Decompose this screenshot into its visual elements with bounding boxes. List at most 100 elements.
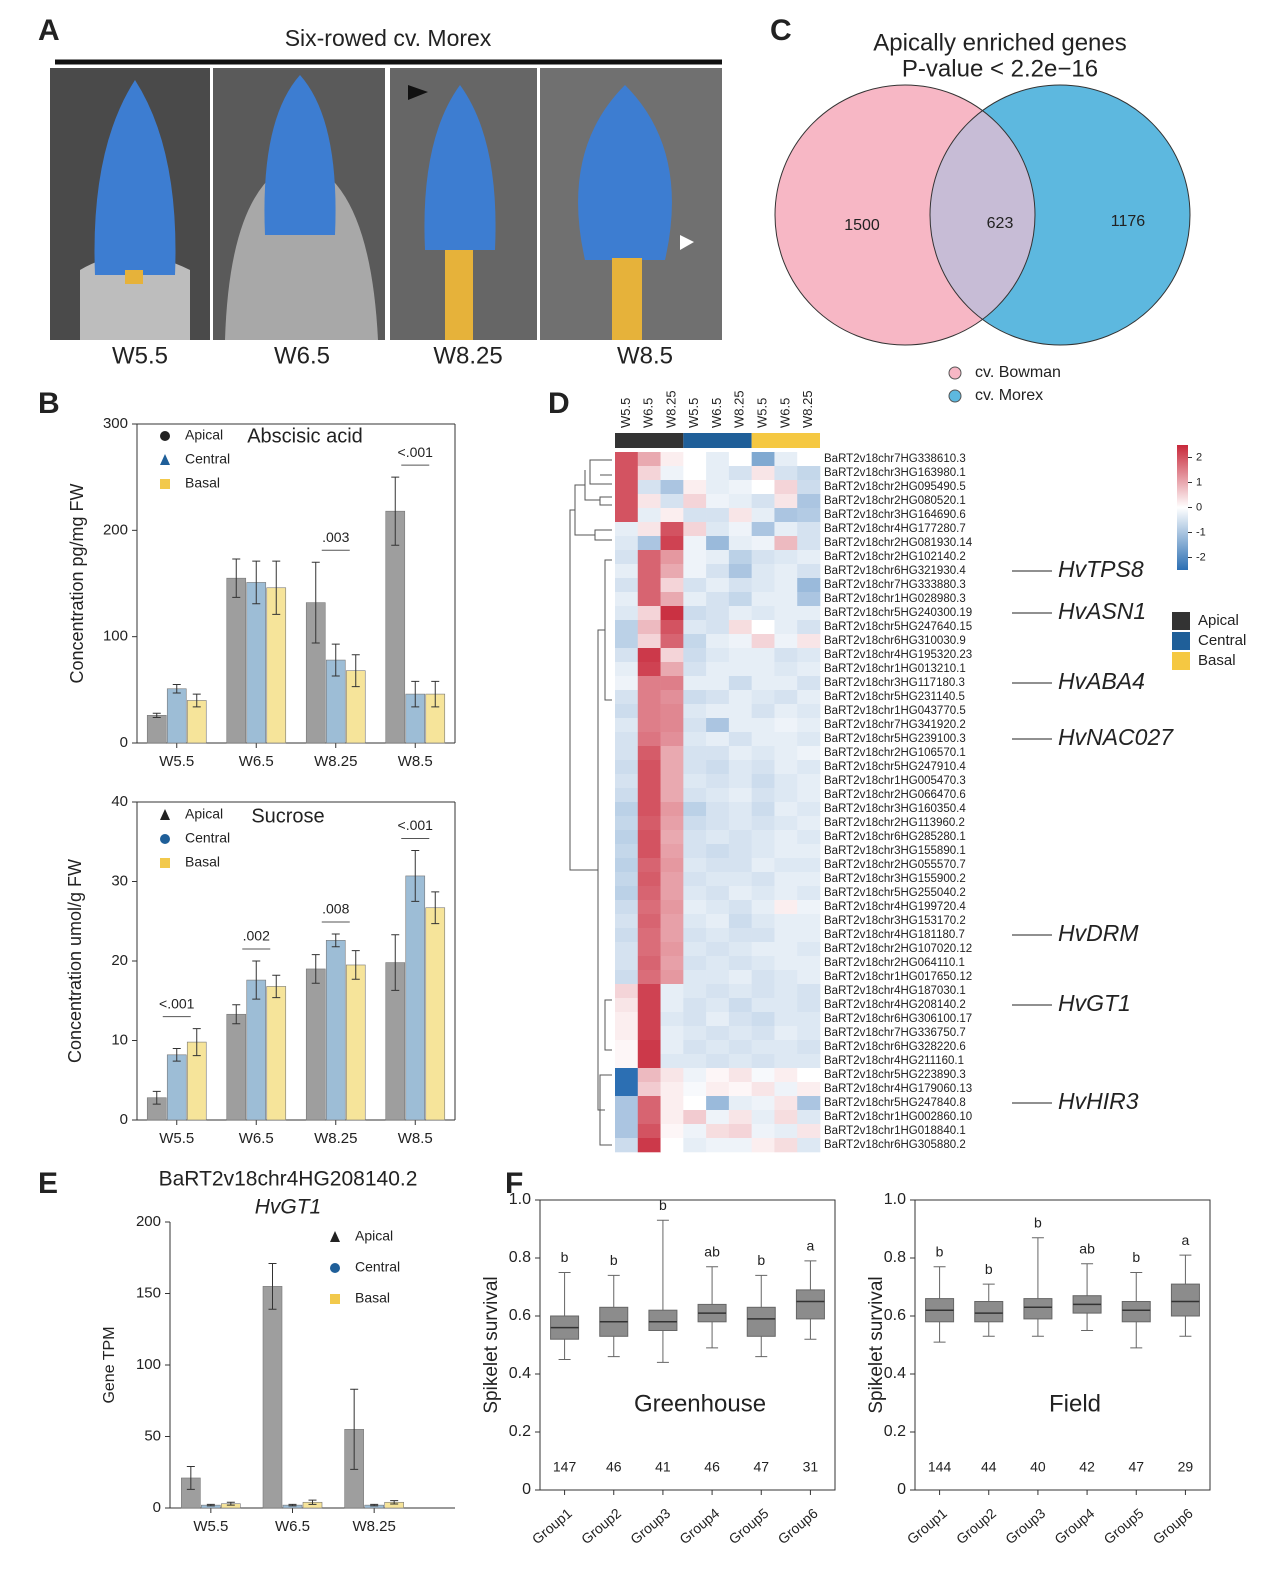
heatmap-cell [683,788,707,803]
heatmap-cell [728,900,752,915]
legend-marker [948,366,962,380]
error-bar [311,954,320,984]
heatmap-cell [615,732,639,747]
heatmap-cell [751,1124,775,1139]
heatmap-cell [637,1026,661,1041]
heatmap-cell [706,998,730,1013]
y-tick-label: 0.6 [884,1307,906,1324]
heatmap-cell [728,970,752,985]
heatmap-cell [751,1068,775,1083]
heatmap-cell [660,858,684,873]
legend-swatch [1172,632,1190,650]
heatmap-cell [774,536,798,551]
legend-label: Basal [185,854,220,870]
heatmap-cell [683,998,707,1013]
heatmap-cell [683,732,707,747]
chart-subtitle: P-value < 2.2e−16 [902,55,1098,82]
heatmap-cell [774,452,798,467]
heatmap-cell [683,872,707,887]
heatmap-cell [797,564,821,579]
heatmap-cell [637,718,661,733]
x-tick-label: W8.25 [314,1130,357,1147]
heatmap-cell [660,536,684,551]
heatmap-cell [683,1054,707,1069]
row-label: BaRT2v18chr6HG305880.2 [824,1139,966,1151]
box [648,1309,678,1331]
heatmap-cell [637,564,661,579]
heatmap-cell [774,508,798,523]
y-tick-label: 0 [153,1499,161,1516]
group-letter: b [936,1243,944,1259]
heatmap-cell [660,494,684,509]
heatmap-cell [706,760,730,775]
heatmap-cell [637,942,661,957]
heatmap-cell [660,480,684,495]
heatmap-cell [797,704,821,719]
heatmap-cell [660,984,684,999]
heatmap-cell [706,466,730,481]
heatmap-cell [751,844,775,859]
y-axis-label: Gene TPM [101,1326,118,1403]
heatmap-cell [774,802,798,817]
heatmap-cell [751,858,775,873]
row-label: BaRT2v18chr2HG107020.12 [824,943,972,955]
y-tick-label: 1.0 [884,1191,906,1208]
heatmap-cell [797,914,821,929]
row-label: BaRT2v18chr2HG064110.1 [824,957,965,969]
heatmap-cell [706,522,730,537]
error-bar [308,1499,317,1505]
heatmap-cell [797,844,821,859]
heatmap-cell [728,508,752,523]
error-bar [252,560,261,605]
heatmap-cell [751,508,775,523]
heatmap-cell [728,984,752,999]
heatmap-cell [660,466,684,481]
row-label: BaRT2v18chr2HG095490.5 [824,481,966,493]
heatmap-cell [797,536,821,551]
heatmap-cell [751,634,775,649]
significance-label: <.001 [398,444,434,460]
heatmap-cell [637,676,661,691]
heatmap-cell [728,1110,752,1125]
venn-count: 1176 [1111,213,1146,230]
y-axis-label: Concentration umol/g FW [65,859,85,1063]
chart-title: Apically enriched genes [873,29,1127,56]
heatmap-cell [660,928,684,943]
legend-marker [160,809,170,820]
heatmap-cell [637,1096,661,1111]
column-label: W6.5 [777,398,792,428]
error-bar [232,558,241,598]
heatmap-cell [706,1012,730,1027]
group-count: 41 [655,1459,671,1475]
x-tick-label: W5.5 [159,1130,194,1147]
heatmap-cell [706,774,730,789]
whisker [558,1272,571,1360]
heatmap-cell [637,970,661,985]
heatmap-cell [728,480,752,495]
heatmap-cell [774,1040,798,1055]
heatmap-cell [797,606,821,621]
legend-label: cv. Morex [975,387,1043,404]
heatmap-cell [797,1068,821,1083]
heatmap-cell [706,956,730,971]
heatmap-cell [660,956,684,971]
heatmap-cell [683,844,707,859]
heatmap-cell [728,466,752,481]
heatmap-cell [751,1040,775,1055]
heatmap-cell [751,1054,775,1069]
row-label: BaRT2v18chr4HG211160.1 [824,1055,964,1067]
heatmap-cell [774,550,798,565]
heatmap-cell [615,690,639,705]
row-label: BaRT2v18chr1HG018840.1 [824,1125,966,1137]
gene-annotation: HvASN1 [1058,598,1146,624]
heatmap-cell [637,620,661,635]
heatmap-cell [637,662,661,677]
heatmap-cell [615,970,639,985]
column-label: W8.25 [732,390,747,428]
heatmap-cell [751,480,775,495]
venn-outline [929,84,1191,346]
heatmap-cell [751,494,775,509]
heatmap-cell [728,872,752,887]
heatmap-cell [751,550,775,565]
group-letter: b [659,1197,667,1213]
